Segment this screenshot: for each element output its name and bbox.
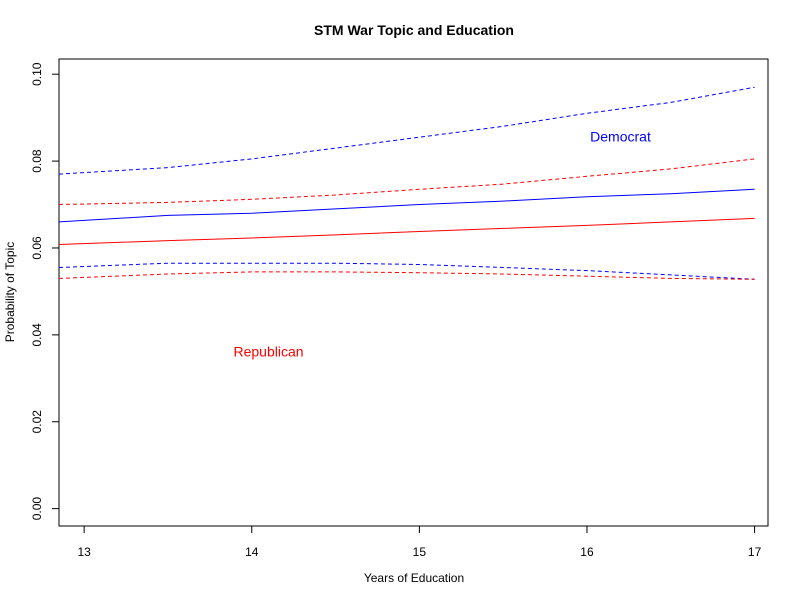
x-axis: 13 14 15 16 17 [77, 526, 762, 559]
y-tick-label: 0.10 [30, 62, 44, 86]
x-tick-label: 15 [413, 545, 427, 559]
y-tick-label: 0.06 [30, 236, 44, 260]
x-axis-label: Years of Education [364, 571, 464, 585]
series-line-2 [58, 262, 755, 280]
annotation-democrat: Democrat [590, 129, 651, 145]
y-axis: 0.00 0.02 0.04 0.06 0.08 0.10 [30, 62, 59, 520]
y-axis-label: Probability of Topic [3, 242, 17, 343]
annotation-layer: Democrat Republican [233, 129, 650, 360]
series-line-4 [58, 158, 755, 205]
y-tick-label: 0.04 [30, 323, 44, 347]
series-layer [58, 86, 755, 280]
plot-frame [58, 58, 769, 527]
y-tick-label: 0.00 [30, 497, 44, 521]
x-tick-label: 16 [580, 545, 594, 559]
annotation-republican: Republican [233, 344, 303, 360]
series-line-5 [58, 271, 755, 280]
series-line-3 [58, 217, 755, 245]
chart-title: STM War Topic and Education [314, 22, 514, 38]
series-line-1 [58, 86, 755, 175]
x-tick-label: 17 [748, 545, 762, 559]
x-tick-label: 14 [245, 545, 259, 559]
y-tick-label: 0.08 [30, 149, 44, 173]
series-line-0 [58, 188, 755, 223]
y-tick-label: 0.02 [30, 410, 44, 434]
x-tick-label: 13 [77, 545, 91, 559]
